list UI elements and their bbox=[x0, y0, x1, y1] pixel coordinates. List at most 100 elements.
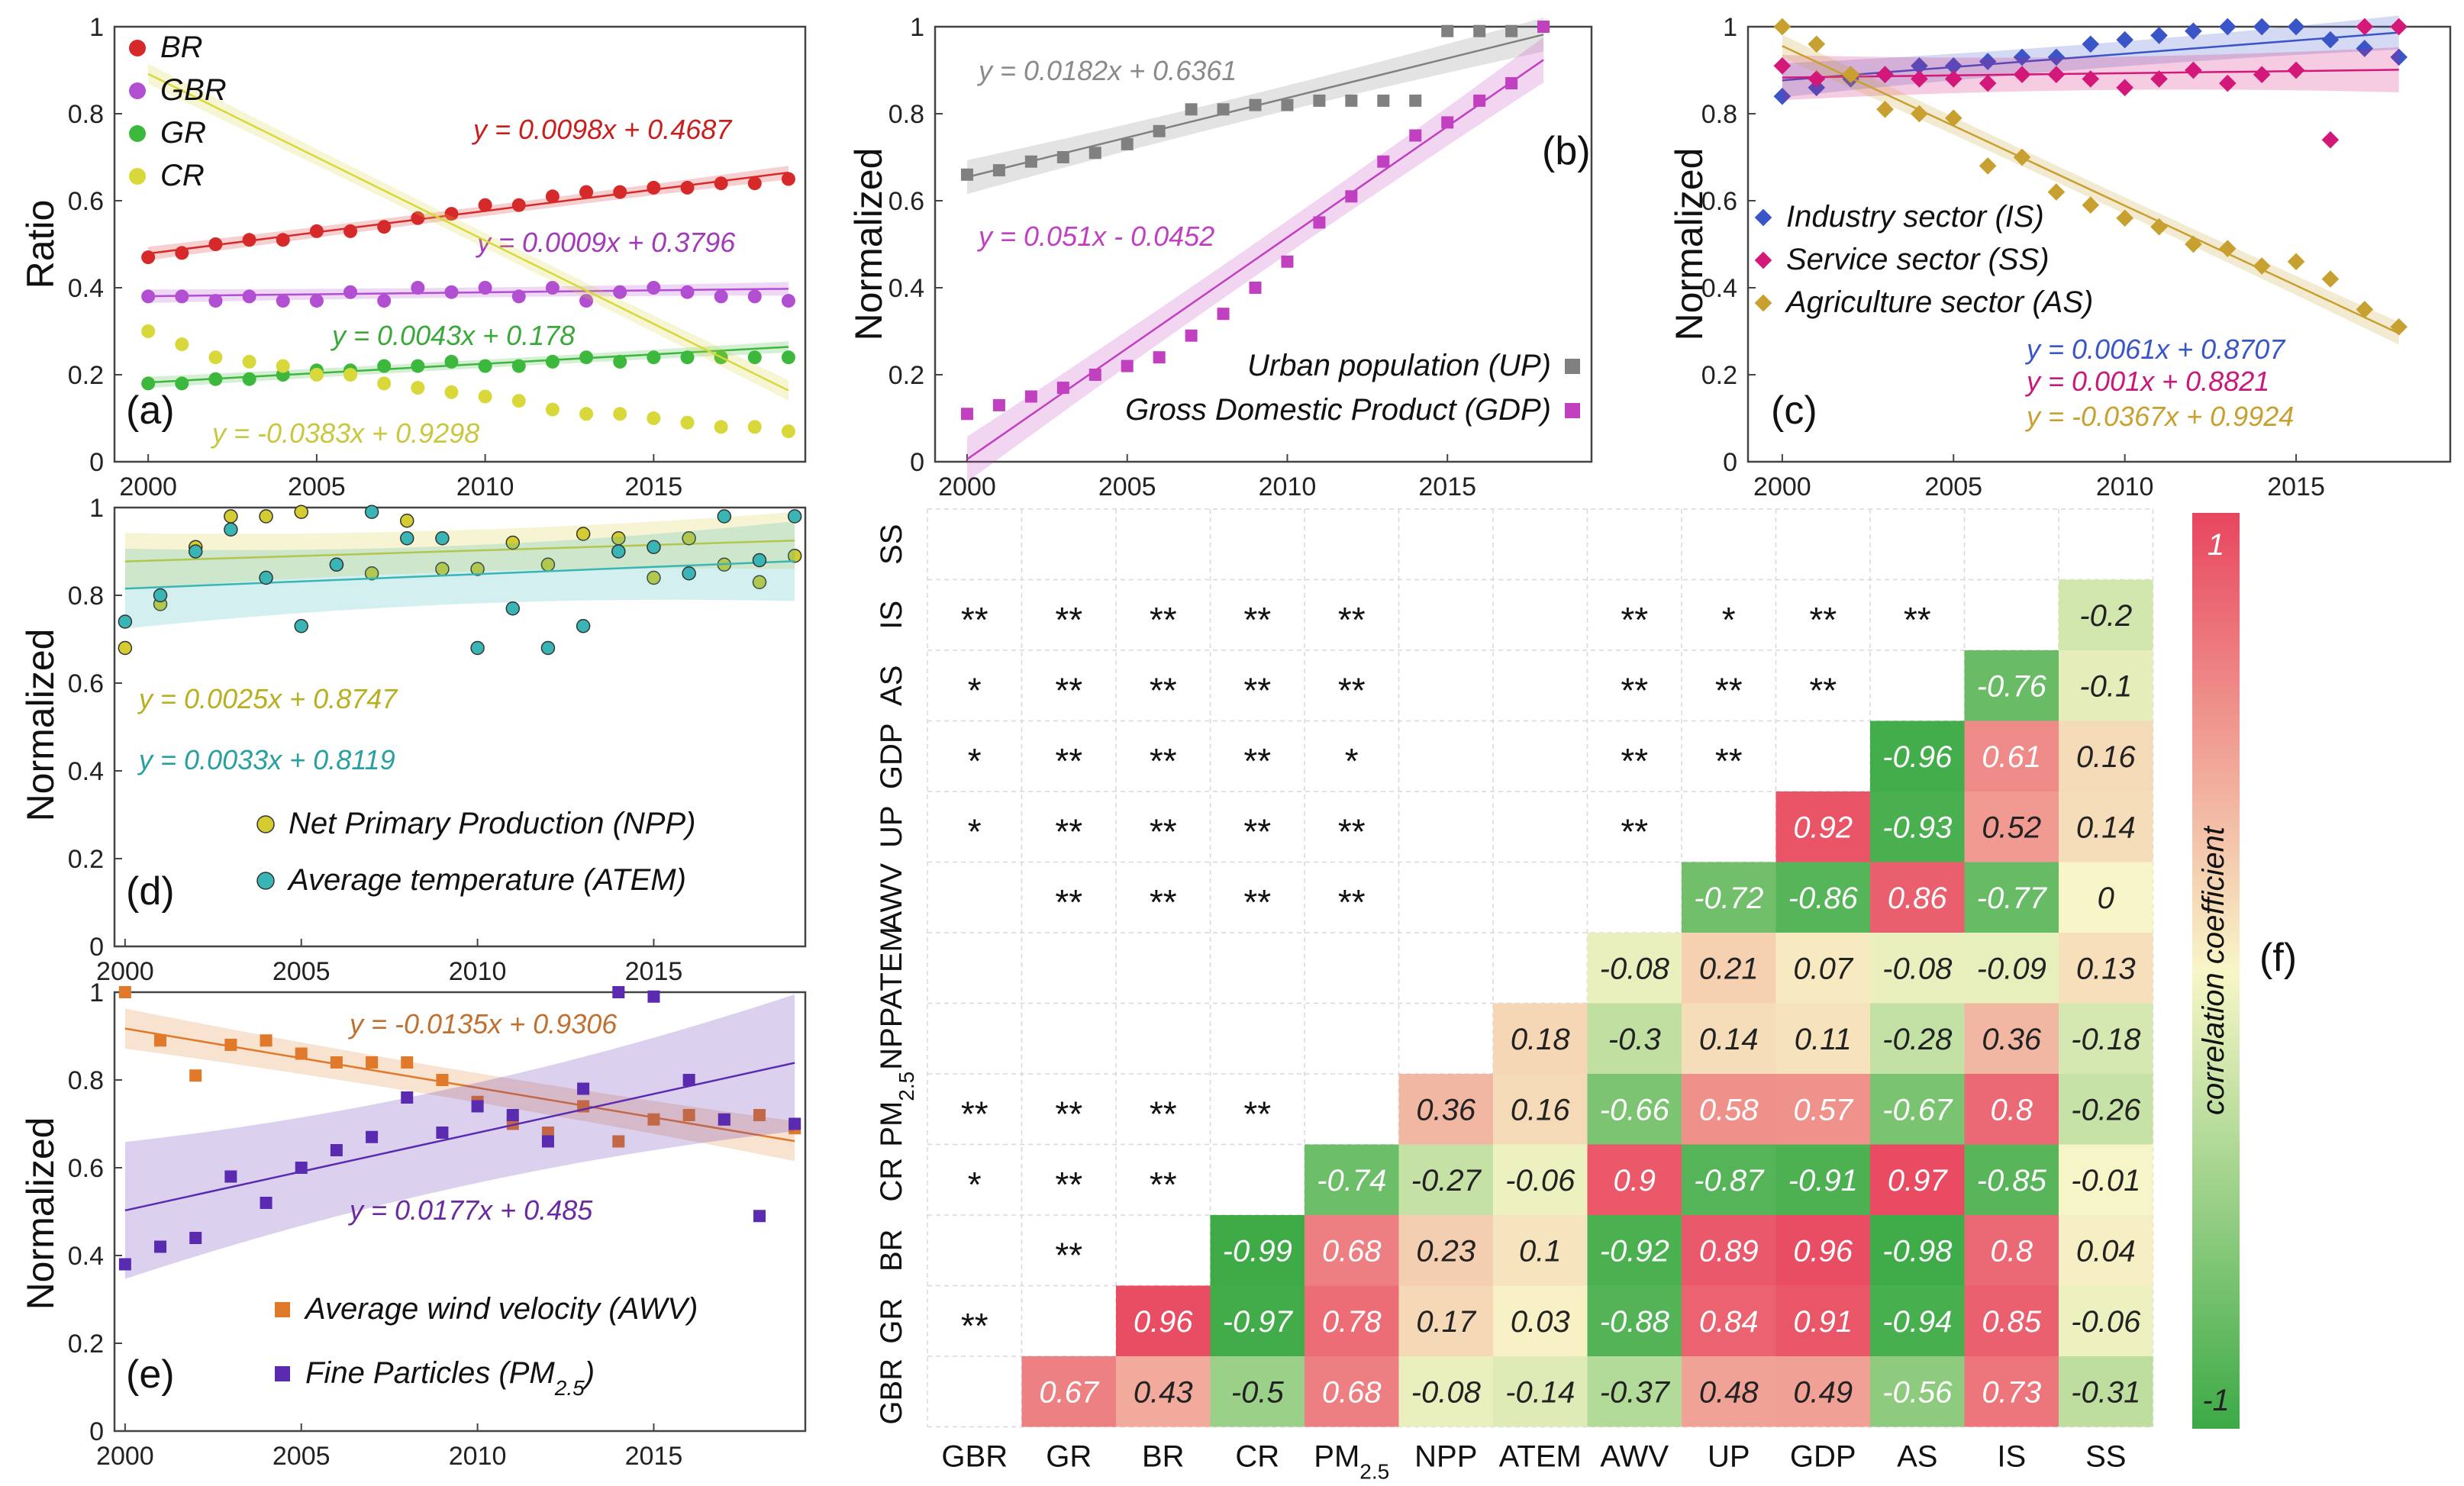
cell-cr-ss bbox=[2059, 1144, 2153, 1215]
data-point bbox=[2013, 48, 2031, 66]
data-point bbox=[545, 354, 560, 369]
cell-gbr-npp bbox=[1398, 1356, 1493, 1427]
data-point bbox=[789, 1117, 801, 1130]
y-label-gr: GR bbox=[875, 1298, 908, 1344]
cell-awv-gr-significance: ** bbox=[1055, 882, 1082, 922]
data-point bbox=[1773, 18, 1792, 36]
data-point bbox=[1979, 157, 1997, 175]
data-point bbox=[377, 220, 392, 234]
data-point bbox=[781, 350, 795, 365]
data-point bbox=[1473, 24, 1486, 37]
fit-equation-br: y = 0.0098x + 0.4687 bbox=[471, 114, 733, 145]
cell-as-ss-value: -0.1 bbox=[2079, 669, 2132, 703]
x-label-npp: NPP bbox=[1414, 1440, 1477, 1474]
data-point bbox=[752, 553, 767, 568]
series-br: y = 0.0098x + 0.4687 bbox=[141, 114, 795, 265]
data-point bbox=[1876, 66, 1894, 84]
x-tick-label: 2015 bbox=[1418, 472, 1476, 501]
cell-awv-br-significance: ** bbox=[1150, 882, 1177, 922]
cell-pm2-5-atem bbox=[1493, 1074, 1588, 1145]
cell-br-as bbox=[1870, 1215, 1965, 1286]
data-point bbox=[1056, 151, 1069, 163]
cell-as-gr-significance: ** bbox=[1055, 670, 1082, 710]
data-point bbox=[242, 354, 256, 369]
y-tick-label: 0.4 bbox=[68, 1242, 104, 1271]
x-label-is: IS bbox=[1997, 1440, 2026, 1474]
cell-up-cr-significance: ** bbox=[1243, 811, 1271, 851]
cell-cr-ss-value: -0.01 bbox=[2071, 1164, 2140, 1198]
cell-awv-is bbox=[1964, 862, 2059, 933]
data-point bbox=[2287, 253, 2305, 271]
data-point bbox=[613, 407, 627, 421]
data-point bbox=[175, 289, 189, 304]
data-point bbox=[612, 986, 625, 998]
cell-pm2-5-gr-significance: ** bbox=[1055, 1094, 1082, 1133]
x-tick-label: 2000 bbox=[96, 1442, 154, 1471]
cell-atem-up bbox=[1682, 933, 1776, 1004]
data-point bbox=[680, 180, 695, 195]
x-label-up: UP bbox=[1708, 1440, 1750, 1474]
cell-gr-ss bbox=[2059, 1285, 2153, 1356]
data-point bbox=[1024, 155, 1037, 168]
cell-gr-awv bbox=[1587, 1285, 1682, 1356]
y-axis-label: Normalized bbox=[1668, 148, 1711, 341]
data-point bbox=[118, 614, 133, 629]
data-point bbox=[680, 350, 695, 365]
data-point bbox=[2390, 18, 2408, 36]
cell-cr-npp bbox=[1398, 1144, 1493, 1215]
cell-gr-br bbox=[1116, 1285, 1211, 1356]
data-point bbox=[506, 1109, 519, 1121]
data-point bbox=[444, 207, 459, 221]
data-point bbox=[647, 350, 661, 365]
data-point bbox=[208, 350, 223, 365]
data-point bbox=[1313, 94, 1326, 107]
cell-cr-up bbox=[1682, 1144, 1776, 1215]
data-point bbox=[2287, 61, 2305, 79]
data-point bbox=[682, 1109, 695, 1121]
data-point bbox=[470, 562, 485, 576]
data-point bbox=[329, 557, 344, 572]
data-point bbox=[960, 408, 973, 421]
data-point bbox=[1944, 70, 1962, 88]
data-point bbox=[175, 376, 189, 391]
data-point bbox=[747, 420, 762, 434]
data-point bbox=[2082, 70, 2100, 88]
data-point bbox=[2116, 209, 2133, 227]
data-point bbox=[1911, 56, 1928, 75]
data-point bbox=[276, 294, 290, 308]
data-point bbox=[1088, 369, 1101, 381]
y-label-br: BR bbox=[875, 1229, 908, 1272]
data-point bbox=[1249, 282, 1262, 294]
cell-pm2-5-is-value: 0.8 bbox=[1990, 1093, 2033, 1127]
cell-pm2-5-is bbox=[1964, 1074, 2059, 1145]
data-point bbox=[399, 531, 414, 546]
cell-br-npp bbox=[1398, 1215, 1493, 1286]
cell-cr-as-value: 0.97 bbox=[1888, 1164, 1949, 1198]
data-point bbox=[613, 185, 627, 199]
cell-pm2-5-up-value: 0.58 bbox=[1699, 1093, 1759, 1127]
series-agriculture-sector-as: y = -0.0367x + 0.9924 bbox=[1773, 18, 2408, 432]
cell-gr-pm2-5 bbox=[1305, 1285, 1399, 1356]
cell-atem-gdp-value: 0.07 bbox=[1793, 952, 1854, 985]
cell-cr-gdp-value: -0.91 bbox=[1788, 1164, 1858, 1198]
data-point bbox=[613, 285, 627, 299]
data-point bbox=[189, 1232, 202, 1244]
y-label-cr: CR bbox=[875, 1158, 908, 1202]
x-tick-label: 2005 bbox=[1924, 472, 1982, 501]
series-average-temperature-atem: y = 0.0033x + 0.8119 bbox=[118, 504, 802, 775]
data-point bbox=[309, 224, 324, 238]
data-point bbox=[1409, 129, 1422, 142]
panel-b: 0 0.2 0.4 0.6 0.8 1 2000 2005 2010 2015 Normalized… bbox=[847, 13, 1593, 501]
legend-marker bbox=[129, 40, 146, 56]
data-point bbox=[343, 224, 358, 238]
cell-gbr-gr bbox=[1021, 1356, 1116, 1427]
cell-gbr-gr-value: 0.67 bbox=[1039, 1375, 1100, 1409]
data-point bbox=[992, 164, 1005, 177]
cell-gbr-br-value: 0.43 bbox=[1134, 1375, 1193, 1409]
data-point bbox=[154, 1034, 167, 1047]
cell-npp-as bbox=[1870, 1003, 1965, 1074]
data-point bbox=[411, 359, 425, 373]
data-point bbox=[366, 1130, 379, 1143]
series-gbr: y = 0.0009x + 0.3796 bbox=[141, 227, 795, 308]
